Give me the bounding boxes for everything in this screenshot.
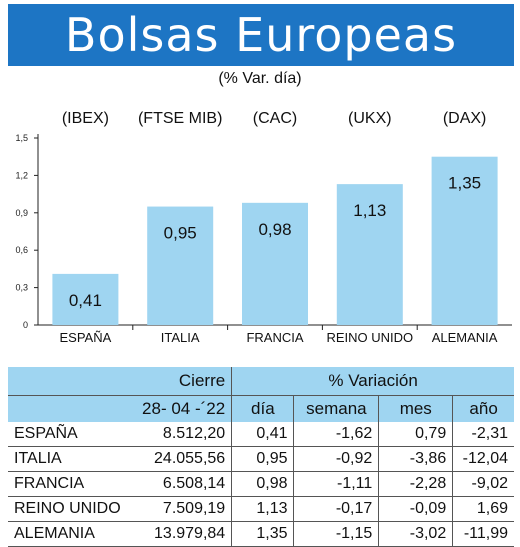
index-label: (FTSE MIB)	[138, 110, 222, 127]
mes-cell: -2,28	[378, 471, 454, 497]
category-label: ITALIA	[161, 330, 200, 345]
table-row: REINO UNIDO 7.509,19 1,13 -0,17 -0,09 1,…	[8, 496, 514, 522]
semana-cell: -0,17	[293, 496, 380, 522]
bar	[52, 273, 119, 325]
page-title: Bolsas Europeas	[64, 8, 458, 62]
bar-value-label: 1,35	[448, 174, 481, 193]
dia-cell: 1,13	[231, 496, 295, 522]
date-header: 28- 04 -´22	[126, 395, 233, 422]
mes-cell: -0,09	[378, 496, 454, 522]
ano-cell: -12,04	[452, 446, 514, 472]
title-banner: Bolsas Europeas	[8, 4, 514, 66]
dia-header: día	[231, 395, 295, 422]
corner-cell-2	[8, 395, 127, 422]
table-row: ITALIA 24.055,56 0,95 -0,92 -3,86 -12,04	[8, 446, 514, 472]
mes-header: mes	[378, 395, 454, 422]
ano-header: año	[452, 395, 514, 422]
mes-cell: 0,79	[378, 422, 454, 447]
y-tick-label: 1,2	[15, 170, 28, 180]
bar-value-label: 0,95	[164, 224, 197, 243]
index-label: (DAX)	[443, 110, 487, 127]
y-tick-label: 0	[23, 320, 28, 330]
market-table: Cierre % Variación 28- 04 -´22 día seman…	[8, 367, 514, 547]
index-label: (IBEX)	[62, 110, 109, 127]
bar	[242, 202, 308, 325]
semana-header: semana	[293, 395, 380, 422]
country-cell: ITALIA	[8, 446, 127, 472]
table-group-header: Cierre % Variación	[8, 367, 514, 396]
subtitle: (% Var. día)	[218, 70, 302, 87]
cierre-header: Cierre	[126, 367, 233, 396]
ano-cell: -9,02	[452, 471, 514, 497]
table-column-header: 28- 04 -´22 día semana mes año	[8, 395, 514, 422]
country-cell: REINO UNIDO	[8, 496, 127, 522]
dia-cell: 0,41	[231, 422, 295, 447]
y-tick-label: 0,3	[15, 283, 28, 293]
category-label: REINO UNIDO	[326, 330, 413, 345]
bar-value-label: 0,41	[69, 291, 102, 310]
mes-cell: -3,02	[378, 521, 454, 547]
index-label: (UKX)	[348, 110, 392, 127]
semana-cell: -1,15	[293, 521, 380, 547]
ano-cell: -11,99	[452, 521, 514, 547]
variacion-header: % Variación	[231, 367, 514, 396]
cierre-cell: 6.508,14	[126, 471, 233, 497]
country-cell: ESPAÑA	[8, 422, 127, 447]
semana-cell: -1,62	[293, 422, 380, 447]
mes-cell: -3,86	[378, 446, 454, 472]
cierre-cell: 13.979,84	[126, 521, 233, 547]
ano-cell: -2,31	[452, 422, 514, 447]
category-label: FRANCIA	[246, 330, 303, 345]
table-row: ESPAÑA 8.512,20 0,41 -1,62 0,79 -2,31	[8, 422, 514, 447]
cierre-cell: 24.055,56	[126, 446, 233, 472]
corner-cell	[8, 367, 127, 396]
y-tick-label: 1,5	[15, 133, 28, 143]
dia-cell: 0,95	[231, 446, 295, 472]
semana-cell: -0,92	[293, 446, 380, 472]
ano-cell: 1,69	[452, 496, 514, 522]
dia-cell: 1,35	[231, 521, 295, 547]
bar-value-label: 1,13	[353, 201, 386, 220]
category-label: ALEMANIA	[432, 330, 498, 345]
index-label: (CAC)	[253, 110, 297, 127]
bar	[431, 156, 498, 325]
bar-value-label: 0,98	[258, 220, 291, 239]
dia-cell: 0,98	[231, 471, 295, 497]
cierre-cell: 7.509,19	[126, 496, 233, 522]
bar	[336, 184, 403, 325]
table-row: FRANCIA 6.508,14 0,98 -1,11 -2,28 -9,02	[8, 471, 514, 497]
bar-chart: 0 0,3 0,6 0,9 1,2 1,5 0,41 ESPAÑA (IBEX) 0,95 ITAL…	[15, 110, 512, 345]
category-label: ESPAÑA	[60, 330, 112, 345]
country-cell: FRANCIA	[8, 471, 127, 497]
y-tick-label: 0,9	[15, 208, 28, 218]
table-row: ALEMANIA 13.979,84 1,35 -1,15 -3,02 -11,…	[8, 521, 514, 547]
bar	[147, 206, 214, 325]
cierre-cell: 8.512,20	[126, 422, 233, 447]
y-tick-label: 0,6	[15, 245, 28, 255]
semana-cell: -1,11	[293, 471, 380, 497]
country-cell: ALEMANIA	[8, 521, 127, 547]
